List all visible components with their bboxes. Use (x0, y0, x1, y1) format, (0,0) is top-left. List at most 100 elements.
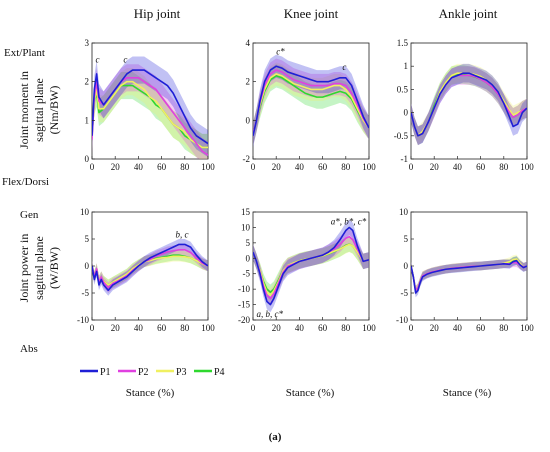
band-p2 (92, 64, 208, 159)
panel-content (253, 54, 369, 148)
x-tick-label: 60 (318, 323, 328, 333)
y-tick-label: -5 (401, 288, 409, 298)
x-tick-label: 20 (111, 162, 121, 172)
row-label-abs: Abs (20, 343, 38, 355)
x-tick-label: 0 (90, 162, 95, 172)
legend-label-p4: P4 (214, 367, 225, 378)
band-p1 (411, 63, 527, 146)
ylabel-moment-line2: sagittal plane (32, 78, 46, 142)
band-p2 (411, 66, 527, 146)
x-tick-label: 80 (180, 323, 190, 333)
band-p4 (253, 236, 369, 300)
band-p4 (92, 72, 208, 159)
band-p3 (253, 236, 369, 304)
row-label-ext-plant: Ext/Plant (4, 47, 45, 59)
ylabel-moment: Joint moment in sagittal plane (Nm/BW) (17, 71, 61, 149)
legend-label-p3: P3 (176, 367, 187, 378)
x-tick-label: 100 (362, 323, 376, 333)
figure-label: (a) (269, 431, 282, 443)
panel-content (411, 63, 527, 146)
y-tick-label: 1.5 (397, 38, 409, 48)
x-tick-label: 60 (157, 323, 167, 333)
x-tick-label: 80 (499, 162, 509, 172)
significance-annotation: c (95, 54, 99, 64)
significance-annotation: c (342, 62, 346, 72)
x-tick-label: 0 (251, 323, 256, 333)
series-line-p3 (92, 80, 208, 149)
band-p2 (411, 258, 527, 295)
y-tick-label: 0 (404, 108, 409, 118)
x-tick-label: 0 (90, 323, 95, 333)
y-tick-label: 10 (399, 207, 409, 217)
legend-label-p1: P1 (100, 367, 111, 378)
y-tick-label: 10 (80, 207, 90, 217)
ylabel-power: Joint power in sagittal plane (W/BW) (17, 234, 61, 303)
legend-label-p2: P2 (138, 367, 149, 378)
x-tick-label: 80 (341, 162, 351, 172)
series-line-p4 (253, 75, 369, 135)
band-p4 (411, 65, 527, 146)
y-tick-label: -10 (77, 315, 89, 325)
band-p4 (253, 64, 369, 146)
x-tick-label: 100 (201, 162, 215, 172)
series-line-p3 (253, 73, 369, 135)
y-tick-label: 0.5 (397, 84, 409, 94)
significance-annotation: c (123, 54, 127, 64)
x-tick-label: 100 (201, 323, 215, 333)
ylabel-power-line1: Joint power in (17, 234, 31, 303)
panel-frame (410, 42, 528, 160)
x-tick-label: 80 (341, 323, 351, 333)
y-tick-label: 1 (85, 115, 90, 125)
panel-frame (252, 211, 370, 321)
y-tick-label: 0 (246, 253, 251, 263)
x-tick-label: 60 (318, 162, 328, 172)
band-p1 (92, 239, 208, 296)
legend: P1 P2 P3 P4 (80, 367, 225, 378)
series-line-p4 (92, 84, 208, 149)
panel-content (92, 56, 208, 159)
ylabel-power-line3: (W/BW) (47, 247, 61, 289)
x-tick-label: 100 (520, 162, 534, 172)
y-tick-label: 5 (85, 234, 90, 244)
band-p2 (253, 58, 369, 146)
series-line-p1 (92, 243, 208, 292)
panel-content (411, 254, 527, 298)
x-tick-label: 20 (111, 323, 121, 333)
panel-moment-ankle: 0 20 40 60 80 100 -1 -0.5 0 0.5 1 1.5 (394, 38, 535, 172)
y-tick-label: -15 (238, 300, 250, 310)
x-tick-label: 0 (409, 162, 414, 172)
significance-annotation: a, b, c* (256, 309, 283, 319)
significance-annotation: c* (276, 47, 285, 57)
y-tick-label: -10 (396, 315, 408, 325)
x-tick-label: 20 (430, 162, 440, 172)
x-tick-label: 40 (134, 323, 144, 333)
ylabel-power-line2: sagittal plane (32, 236, 46, 300)
y-tick-label: 5 (404, 234, 409, 244)
y-tick-label: -0.5 (394, 131, 409, 141)
y-tick-label: 0 (85, 261, 90, 271)
x-tick-label: 40 (453, 162, 463, 172)
y-tick-label: 5 (246, 238, 251, 248)
x-tick-label: 60 (476, 162, 486, 172)
series-line-p2 (253, 69, 369, 135)
xlabel-knee: Stance (%) (286, 387, 335, 399)
title-hip: Hip joint (134, 6, 181, 21)
series-line-p1 (92, 69, 208, 145)
y-tick-label: 0 (85, 154, 90, 164)
y-tick-label: 10 (241, 222, 251, 232)
band-p1 (411, 256, 527, 298)
x-tick-label: 20 (272, 162, 282, 172)
panel-frame (91, 42, 209, 160)
ylabel-moment-line3: (Nm/BW) (47, 86, 61, 135)
y-tick-label: -2 (243, 154, 251, 164)
significance-annotation: a*, b*, c* (331, 216, 367, 226)
panel-power-knee: 0 20 40 60 80 100 -20 -15 -10 -5 0 5 10 15 a*, b*, c* a… (238, 207, 376, 333)
y-tick-label: 4 (246, 38, 251, 48)
y-tick-label: 2 (85, 77, 90, 87)
x-tick-label: 100 (520, 323, 534, 333)
